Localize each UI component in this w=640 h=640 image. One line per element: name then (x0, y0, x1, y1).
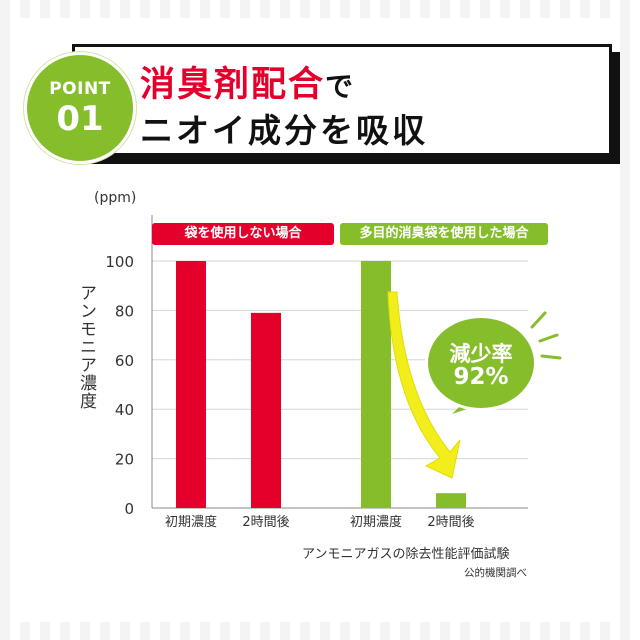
y-axis-label: アンモニア濃度 (76, 284, 96, 410)
point-number: 01 (56, 99, 104, 139)
bar (176, 261, 206, 508)
y-tick-label: 0 (124, 500, 134, 518)
y-tick-label: 80 (115, 302, 134, 320)
y-tick-label: 40 (115, 401, 134, 419)
reduction-rate-label: 減少率 (449, 342, 513, 366)
headline-particle: で (325, 70, 356, 103)
decrease-arrow (387, 291, 461, 479)
y-tick-label: 20 (115, 451, 134, 469)
test-footnote: アンモニアガスの除去性能評価試験 (302, 547, 510, 562)
accent-stroke (538, 333, 559, 343)
bar (361, 261, 391, 508)
point-label: POINT (49, 79, 111, 99)
x-tick-label: 初期濃度 (165, 514, 217, 530)
accent-stroke (530, 311, 547, 329)
y-axis-unit: (ppm) (94, 190, 137, 206)
bar (251, 312, 281, 508)
reduction-rate-callout: 減少率 92% (428, 318, 534, 408)
x-tick-label: 2時間後 (242, 515, 289, 530)
bar (436, 493, 466, 508)
headline-line1: 消臭剤配合で (140, 56, 355, 107)
accent-stroke (540, 354, 562, 360)
source-footnote: 公的機関調べ (464, 567, 527, 579)
y-tick-label: 60 (115, 352, 134, 370)
x-tick-label: 初期濃度 (350, 514, 402, 530)
headline-line2: ニオイ成分を吸収 (140, 111, 428, 150)
headline-box (72, 44, 612, 156)
legend-no-bag: 袋を使用しない場合 (152, 223, 334, 245)
reduction-rate-value: 92% (453, 364, 509, 390)
y-tick-label: 100 (105, 253, 134, 271)
legend-deodorant-bag: 多目的消臭袋を使用した場合 (340, 223, 548, 245)
point-badge: POINT 01 (24, 52, 136, 164)
x-tick-label: 2時間後 (427, 515, 474, 530)
headline-highlight: 消臭剤配合 (140, 65, 326, 105)
